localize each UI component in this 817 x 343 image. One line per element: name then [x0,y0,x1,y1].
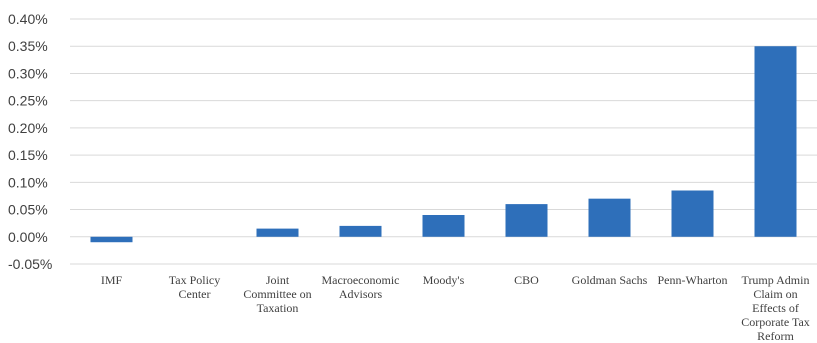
x-category-label: Penn-Wharton [658,273,728,287]
bar [256,228,299,237]
y-axis-tick-labels: 0.40% 0.35% 0.30% 0.25% 0.20% 0.15% 0.10% 0.05%… [8,11,52,272]
x-category-label-line: Corporate Tax [741,315,810,329]
bar [339,225,382,237]
y-tick-label: 0.00% [8,229,48,245]
x-category-label-line: Tax Policy [169,273,221,287]
y-tick-label: 0.25% [8,93,48,109]
x-category-label-line: Committee on [243,287,311,301]
y-tick-label: 0.10% [8,174,48,190]
x-category-label-line: IMF [101,273,123,287]
x-category-label-line: Moody's [423,273,465,287]
y-tick-label: 0.15% [8,147,48,163]
x-category-label: Trump Admin Claim on Effects of Corporate T… [741,273,810,343]
bar [588,198,631,237]
x-category-label-line: Effects of [752,301,799,315]
y-tick-label: 0.05% [8,202,48,218]
x-category-label-line: Taxation [257,301,299,315]
bar [90,236,133,243]
bar [754,46,797,237]
x-category-label: Tax Policy Center [169,273,221,301]
y-tick-label: -0.05% [8,256,52,272]
x-category-label-line: Advisors [339,287,383,301]
x-category-label-line: Trump Admin [742,273,810,287]
y-tick-label: 0.30% [8,65,48,81]
bar [505,204,548,237]
x-category-label-line: CBO [514,273,539,287]
x-category-label: Joint Committee on Taxation [243,273,311,315]
y-tick-label: 0.40% [8,11,48,27]
x-category-label: Macroeconomic Advisors [322,273,400,301]
bar [671,190,714,237]
x-category-label-line: Joint [266,273,290,287]
x-category-label: Moody's [423,273,465,287]
x-category-label-line: Macroeconomic [322,273,400,287]
x-category-label-line: Goldman Sachs [572,273,648,287]
x-category-label: IMF [101,273,123,287]
x-category-label-line: Claim on [753,287,797,301]
bars [90,46,797,243]
x-category-label: CBO [514,273,539,287]
x-category-label-line: Center [179,287,211,301]
y-tick-label: 0.20% [8,120,48,136]
x-category-label-line: Penn-Wharton [658,273,728,287]
x-category-label: Goldman Sachs [572,273,648,287]
bar [422,215,465,237]
x-axis-category-labels: IMF Tax Policy Center Joint Committee on Taxa… [101,273,810,343]
y-tick-label: 0.35% [8,38,48,54]
x-category-label-line: Reform [757,329,794,343]
